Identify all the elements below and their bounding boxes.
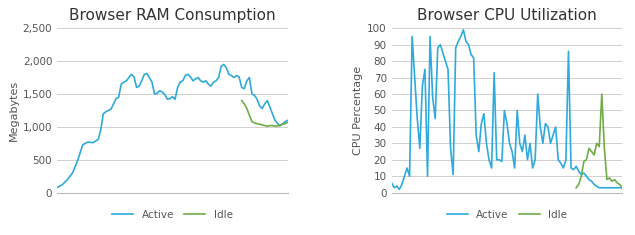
Line: Active: Active	[57, 64, 288, 188]
Idle	[585, 147, 593, 150]
Active	[418, 84, 426, 87]
Idle	[582, 158, 590, 161]
Active	[450, 173, 457, 176]
Idle	[601, 147, 608, 150]
Idle	[248, 120, 256, 123]
Idle	[608, 180, 616, 183]
Idle	[577, 175, 585, 178]
Idle	[598, 93, 606, 95]
Title: Browser CPU Utilization: Browser CPU Utilization	[417, 8, 597, 23]
Idle	[258, 124, 266, 126]
Active	[117, 83, 125, 86]
Legend: Active, Idle: Active, Idle	[108, 205, 237, 224]
Active	[199, 81, 207, 84]
Idle	[253, 122, 261, 125]
Idle	[243, 107, 251, 110]
Idle	[618, 186, 626, 189]
Idle	[241, 102, 248, 105]
Idle	[266, 124, 274, 127]
Idle	[284, 121, 291, 124]
Idle	[238, 99, 246, 102]
Idle	[246, 114, 253, 117]
Idle	[580, 160, 587, 163]
Active	[388, 181, 396, 184]
Idle	[276, 124, 284, 127]
Idle	[591, 153, 598, 156]
Idle	[269, 124, 276, 127]
Idle	[603, 178, 611, 181]
Line: Idle: Idle	[576, 94, 622, 188]
Idle	[264, 125, 271, 128]
Idle	[606, 176, 613, 179]
Title: Browser RAM Consumption: Browser RAM Consumption	[69, 8, 276, 23]
Active	[220, 63, 227, 66]
Idle	[271, 125, 279, 128]
Y-axis label: CPU Percentage: CPU Percentage	[353, 66, 363, 155]
Line: Idle: Idle	[242, 101, 288, 126]
Idle	[575, 183, 582, 186]
Y-axis label: Megabytes: Megabytes	[8, 80, 18, 141]
Active	[284, 119, 291, 122]
Idle	[274, 125, 281, 127]
Active	[396, 188, 403, 191]
Idle	[261, 124, 269, 127]
Idle	[596, 145, 603, 148]
Idle	[593, 142, 601, 145]
Idle	[611, 178, 618, 181]
Idle	[588, 150, 596, 153]
Active	[588, 180, 596, 183]
Idle	[279, 123, 286, 126]
Idle	[251, 121, 258, 124]
Active	[105, 109, 112, 112]
Active	[53, 186, 61, 189]
Active	[79, 143, 86, 146]
Idle	[613, 181, 621, 184]
Idle	[572, 186, 580, 189]
Idle	[256, 123, 264, 126]
Active	[227, 74, 235, 77]
Active	[444, 68, 452, 71]
Line: Active: Active	[392, 30, 622, 189]
Idle	[281, 122, 289, 125]
Active	[616, 186, 624, 189]
Legend: Active, Idle: Active, Idle	[443, 205, 572, 224]
Active	[618, 186, 626, 189]
Active	[526, 142, 534, 145]
Idle	[616, 183, 624, 186]
Active	[460, 28, 467, 31]
Active	[241, 87, 248, 90]
